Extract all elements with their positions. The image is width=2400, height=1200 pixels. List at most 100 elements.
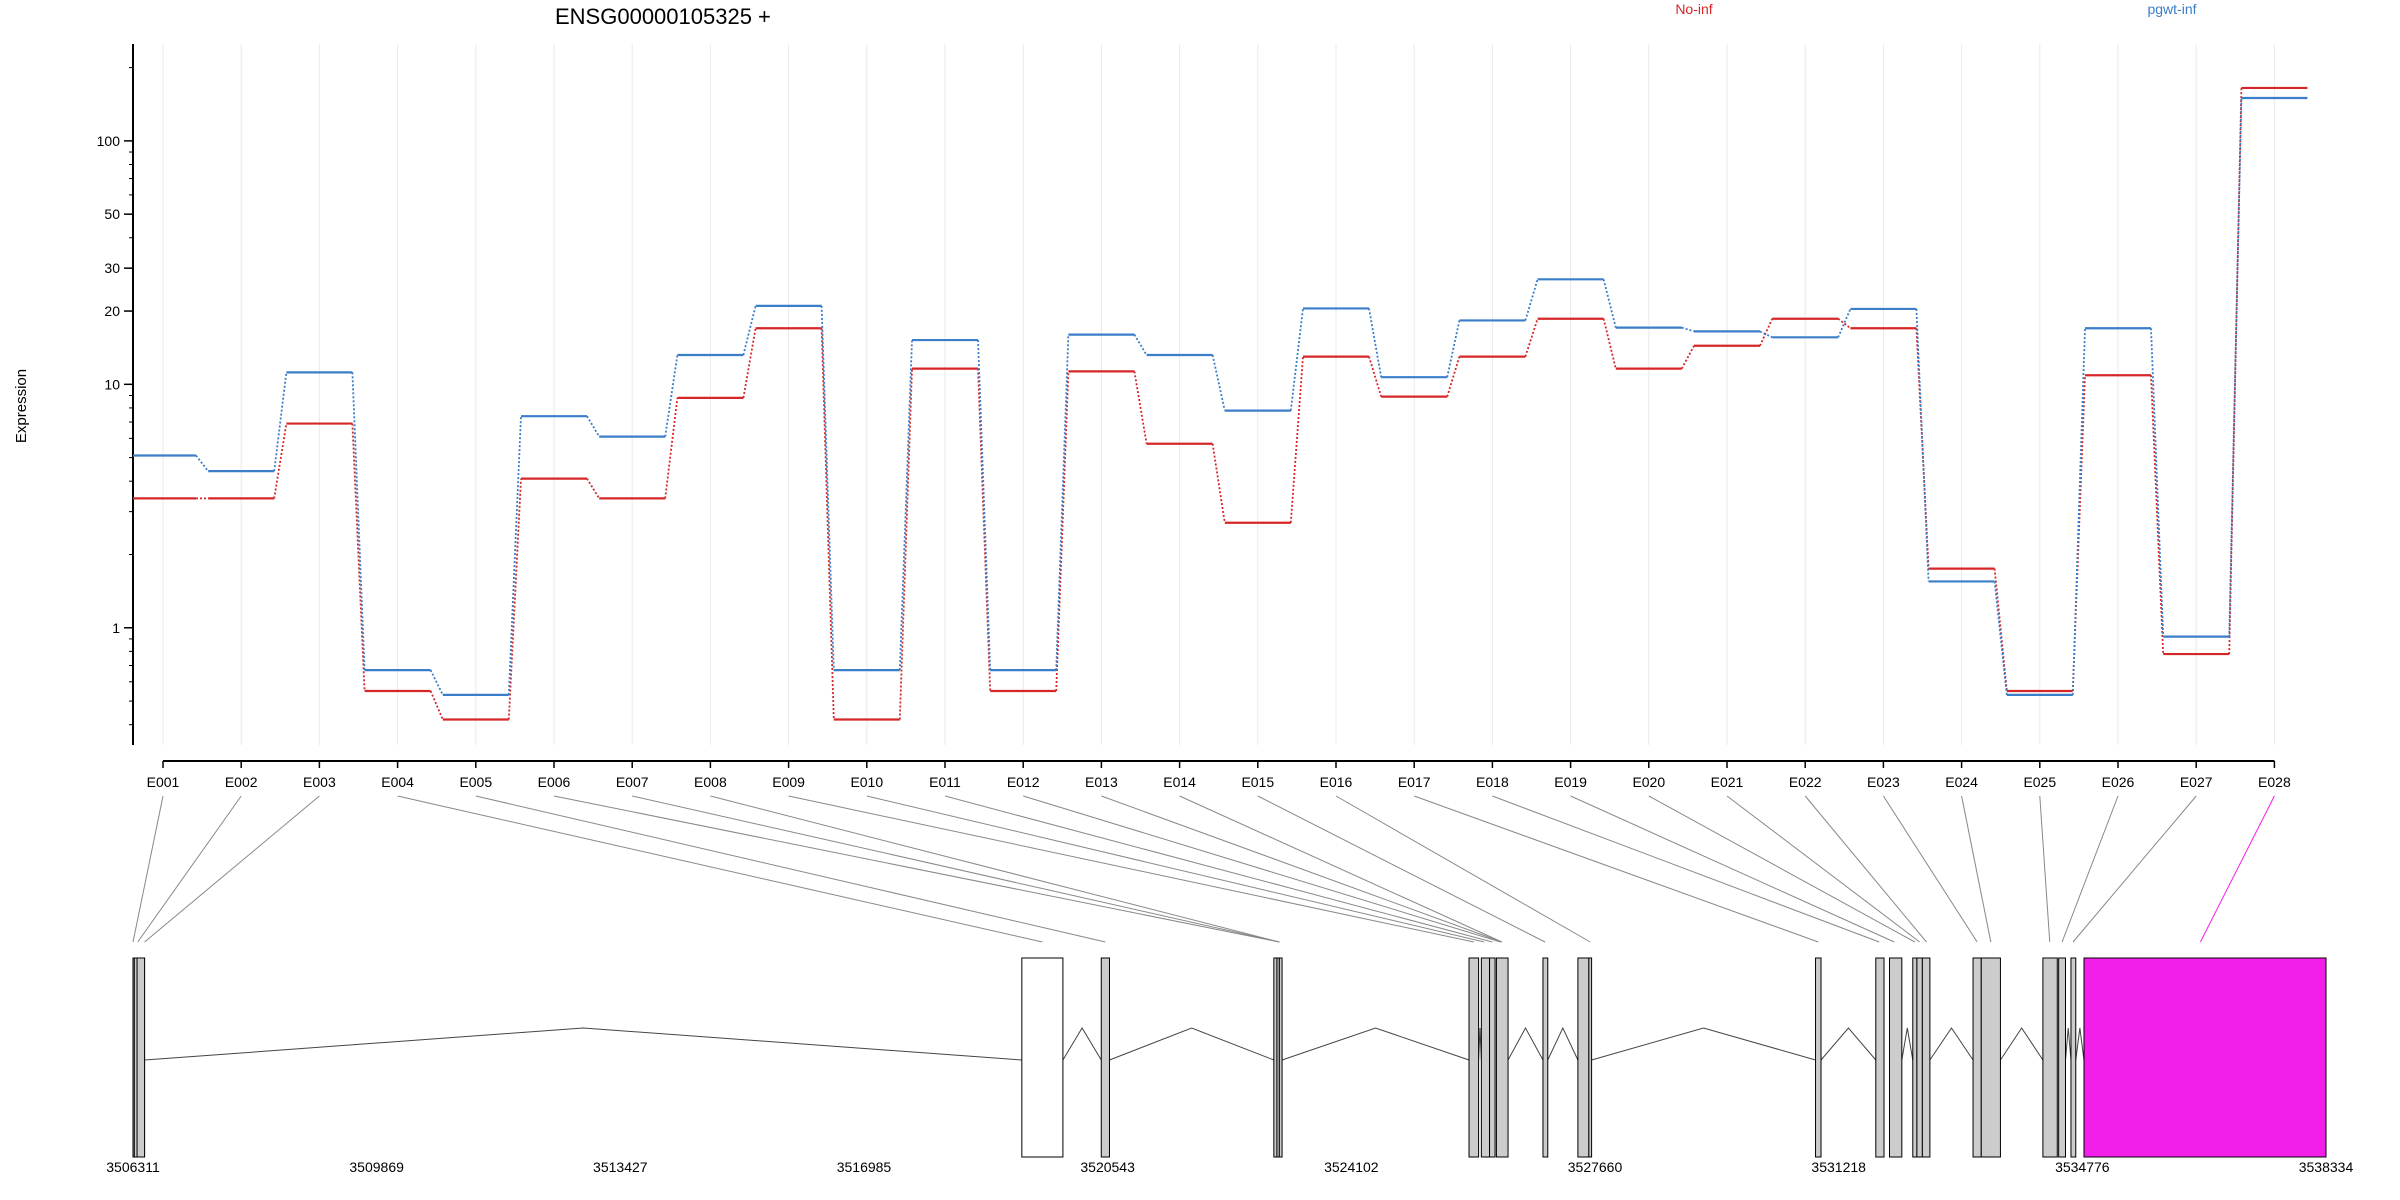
link-line-e010 <box>866 795 1485 943</box>
exon-block-21 <box>1921 957 1931 1158</box>
intron-12 <box>2000 1027 2044 1061</box>
genomic-tick-label-5: 3520543 <box>1080 1159 1135 1175</box>
link-line-e027 <box>2072 795 2197 943</box>
series-no-inf-connector <box>742 328 757 399</box>
series-pgwt-inf-connector <box>898 340 913 671</box>
exon-block-5 <box>1100 957 1110 1158</box>
series-pgwt-inf-connector <box>586 415 600 438</box>
exon-block-23 <box>1980 957 2001 1158</box>
series-no-inf-connector <box>977 368 992 692</box>
exon-block-19 <box>1912 957 1918 1158</box>
exon-link-lines <box>132 795 2275 943</box>
series-no-inf-connector <box>1681 345 1695 370</box>
grid-lines <box>162 44 2275 745</box>
y-tick-label-10: 10 <box>104 376 120 392</box>
x-tick-label-e007: E007 <box>616 774 649 790</box>
exon-block-15 <box>1588 957 1593 1158</box>
series-pgwt-inf-connector <box>2150 328 2165 637</box>
series-no-inf-connector <box>1133 371 1148 444</box>
link-line-e026 <box>2061 795 2119 943</box>
series-no-inf-connector <box>507 478 522 720</box>
x-tick-label-e023: E023 <box>1867 774 1900 790</box>
series-no-inf-connector <box>1837 318 1851 329</box>
series-pgwt-inf-connector <box>1602 279 1617 328</box>
intron-4 <box>1281 1027 1470 1061</box>
link-line-e011 <box>944 795 1493 943</box>
exon-block-13 <box>1542 957 1549 1158</box>
exon-block-26 <box>2070 957 2077 1158</box>
exon-block-20 <box>1916 957 1923 1158</box>
exon-block-22 <box>1972 957 1982 1158</box>
chart-title: ENSG00000105325 + <box>555 4 771 29</box>
x-tick-label-e005: E005 <box>459 774 492 790</box>
link-line-e022 <box>1804 795 1927 943</box>
series-pgwt-inf-connector <box>1915 308 1930 582</box>
series-pgwt-inf-connector <box>273 372 288 472</box>
series-pgwt-inf-connector <box>664 354 679 437</box>
intron-7 <box>1547 1026 1579 1061</box>
exon-block-9 <box>1468 957 1480 1158</box>
series-pgwt-inf-connector <box>351 372 366 671</box>
link-line-e025 <box>2039 795 2051 943</box>
series-pgwt-inf-connector <box>1211 354 1226 411</box>
intron-1 <box>144 1027 1022 1061</box>
series-no-inf-connector <box>586 478 600 499</box>
link-line-e002 <box>137 795 242 943</box>
exon-block-27 <box>2083 957 2327 1158</box>
axes: 1 10 20 30 50 100 E001 E002 E003 E004 E005 E006 E007… <box>97 44 2291 790</box>
link-line-e014 <box>1179 795 1503 943</box>
genomic-tick-label-7: 3527660 <box>1568 1159 1623 1175</box>
exon-block-12 <box>1495 957 1509 1158</box>
gene-model: 3506311 3509869 3513427 3516985 3520543 35241… <box>106 957 2353 1175</box>
intron-13 <box>2064 1027 2072 1061</box>
x-tick-label-e014: E014 <box>1163 774 1196 790</box>
series-lines <box>133 86 2308 721</box>
series-pgwt-inf-connector <box>977 340 992 671</box>
x-tick-label-e017: E017 <box>1398 774 1431 790</box>
series-no-inf-connector <box>1915 328 1930 569</box>
series-pgwt-inf-connector <box>1289 308 1304 411</box>
link-line-e013 <box>1101 795 1503 943</box>
x-tick-label-e001: E001 <box>147 774 180 790</box>
x-tick-label-e018: E018 <box>1476 774 1509 790</box>
exon-block-11 <box>1489 957 1496 1158</box>
genomic-tick-label-8: 3531218 <box>1811 1159 1866 1175</box>
genomic-tick-label-4: 3516985 <box>837 1159 892 1175</box>
exon-block-14 <box>1577 957 1590 1158</box>
y-tick-label-50: 50 <box>104 206 120 222</box>
exon-block-24 <box>2042 957 2058 1158</box>
link-line-e006 <box>553 795 1280 943</box>
x-tick-label-e008: E008 <box>694 774 727 790</box>
intron-9 <box>1820 1027 1877 1061</box>
series-no-inf-connector <box>351 423 366 692</box>
exon-block-10 <box>1480 957 1491 1158</box>
exon-block-18 <box>1888 957 1903 1158</box>
series-no-inf-connector <box>273 423 288 499</box>
legend-item-pgwt-inf: pgwt-inf <box>2147 1 2196 17</box>
x-tick-label-e010: E010 <box>850 774 883 790</box>
series-no-inf-connector <box>1602 318 1617 369</box>
series-no-inf-connector <box>1368 356 1383 397</box>
series-no-inf-connector <box>2150 375 2165 655</box>
link-line-e015 <box>1257 795 1546 943</box>
series-no-inf-connector <box>820 328 835 720</box>
link-line-e016 <box>1335 795 1591 943</box>
intron-2 <box>1062 1027 1102 1061</box>
exon-block-16 <box>1815 957 1822 1158</box>
y-tick-label-30: 30 <box>104 260 120 276</box>
link-line-e018 <box>1492 795 1880 943</box>
x-tick-label-e004: E004 <box>381 774 414 790</box>
x-tick-label-e028: E028 <box>2258 774 2291 790</box>
legend-item-no-inf: No-inf <box>1675 1 1712 17</box>
x-tick-label-e006: E006 <box>538 774 571 790</box>
series-pgwt-inf-connector <box>1055 334 1070 671</box>
link-line-e019 <box>1570 795 1895 943</box>
series-no-inf-connector <box>1759 318 1774 347</box>
series-no-inf-connector <box>1055 371 1070 692</box>
series-pgwt-inf-connector <box>820 305 835 671</box>
link-line-e005 <box>475 795 1106 943</box>
x-tick-label-e002: E002 <box>225 774 258 790</box>
x-tick-label-e011: E011 <box>929 774 961 790</box>
intron-10 <box>1901 1027 1914 1061</box>
